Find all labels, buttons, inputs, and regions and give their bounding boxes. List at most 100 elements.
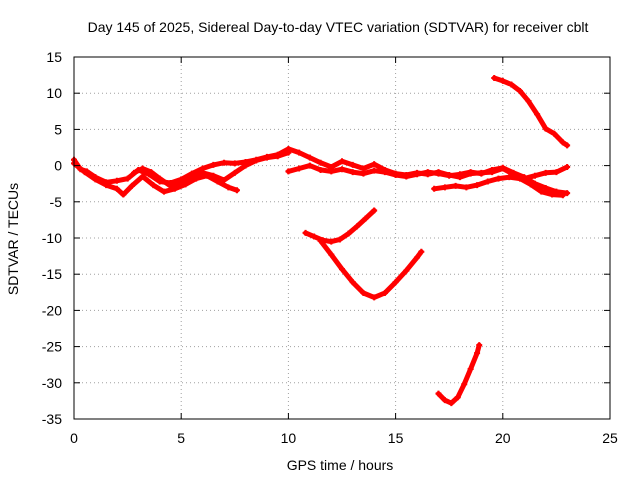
data-point xyxy=(360,165,367,172)
data-point xyxy=(516,175,523,182)
data-point xyxy=(150,182,157,189)
data-point xyxy=(403,173,410,180)
data-point xyxy=(328,238,335,245)
data-point xyxy=(435,170,442,177)
y-tick-label: -25 xyxy=(42,339,62,355)
x-tick-label: 5 xyxy=(177,430,185,446)
data-point xyxy=(371,167,378,174)
data-point xyxy=(456,171,463,178)
data-point xyxy=(221,159,228,166)
y-axis-title: SDTVAR / TECUs xyxy=(5,183,21,295)
data-point xyxy=(81,169,88,176)
data-point xyxy=(476,342,483,349)
data-point xyxy=(139,165,146,172)
y-tick-label: -35 xyxy=(42,411,62,427)
data-point xyxy=(317,166,324,173)
y-tick-label: 10 xyxy=(46,85,62,101)
y-tick-label: -30 xyxy=(42,375,62,391)
series-line-arc-3 xyxy=(131,150,291,189)
series-line-arc-9 xyxy=(491,75,570,148)
data-point xyxy=(188,174,195,181)
data-point xyxy=(508,81,515,88)
data-point xyxy=(156,175,163,182)
axes: 0 5 10 15 20 25 15 10 5 0 -5 -10 -15 -20 -25 -30 -35 xyxy=(42,49,618,446)
data-point xyxy=(339,266,345,273)
data-point xyxy=(233,187,240,194)
data-point xyxy=(371,294,378,301)
data-point xyxy=(461,381,468,388)
data-point xyxy=(328,168,335,175)
data-point xyxy=(491,74,498,81)
data-point xyxy=(285,168,292,175)
data-point xyxy=(549,191,556,198)
data-point xyxy=(538,188,545,195)
data-point xyxy=(424,169,431,176)
x-tick-label: 25 xyxy=(602,430,618,446)
data-point xyxy=(306,162,313,169)
grid xyxy=(74,57,610,419)
data-point xyxy=(467,169,474,176)
data-point xyxy=(542,125,549,132)
x-tick-label: 10 xyxy=(281,430,297,446)
data-point xyxy=(478,170,485,177)
y-tick-label: -20 xyxy=(42,302,62,318)
data-point xyxy=(448,400,455,407)
x-axis-title: GPS time / hours xyxy=(287,457,394,473)
data-point xyxy=(167,182,174,189)
data-point xyxy=(371,207,378,214)
y-tick-label: 15 xyxy=(46,49,62,65)
data-point xyxy=(542,185,549,192)
x-tick-label: 15 xyxy=(388,430,404,446)
data-point xyxy=(534,111,541,118)
data-point xyxy=(531,172,538,179)
data-point xyxy=(525,98,532,105)
x-tick-label: 20 xyxy=(495,430,511,446)
data-point xyxy=(435,390,442,397)
data-point xyxy=(371,161,378,168)
data-point xyxy=(317,237,324,244)
data-point xyxy=(296,149,303,156)
data-point xyxy=(467,366,474,373)
data-point xyxy=(113,177,120,184)
data-point xyxy=(446,172,453,179)
data-point xyxy=(564,142,571,149)
data-point xyxy=(231,169,238,176)
data-point xyxy=(336,236,343,243)
y-tick-label: 0 xyxy=(54,158,62,174)
data-point xyxy=(499,77,506,84)
data-point xyxy=(381,169,388,176)
data-point xyxy=(242,162,249,169)
data-point xyxy=(131,169,138,176)
data-point xyxy=(231,160,238,167)
data-point xyxy=(285,149,292,156)
data-point xyxy=(474,182,481,189)
data-point xyxy=(349,169,356,176)
data-point xyxy=(354,223,361,230)
data-point xyxy=(441,184,448,191)
data-point xyxy=(431,185,438,192)
data-point xyxy=(128,182,135,189)
data-point xyxy=(120,191,127,198)
data-point xyxy=(210,172,217,179)
data-point xyxy=(414,254,421,261)
data-point xyxy=(463,184,470,191)
data-point xyxy=(392,279,399,286)
data-point xyxy=(516,88,523,95)
data-point xyxy=(564,190,571,197)
data-point xyxy=(349,279,356,286)
y-tick-label: -5 xyxy=(50,194,63,210)
y-tick-label: -10 xyxy=(42,230,62,246)
data-point xyxy=(484,178,491,185)
data-point xyxy=(92,176,99,183)
chart-title: Day 145 of 2025, Sidereal Day-to-day VTE… xyxy=(88,19,589,35)
data-point xyxy=(178,179,185,186)
data-point xyxy=(495,175,502,182)
data-point xyxy=(124,175,131,182)
data-point xyxy=(527,181,534,188)
data-point xyxy=(221,177,228,184)
data-point xyxy=(489,166,496,173)
data-point xyxy=(339,166,345,173)
data-point xyxy=(296,165,303,172)
data-point xyxy=(302,229,309,236)
data-point xyxy=(339,158,345,165)
